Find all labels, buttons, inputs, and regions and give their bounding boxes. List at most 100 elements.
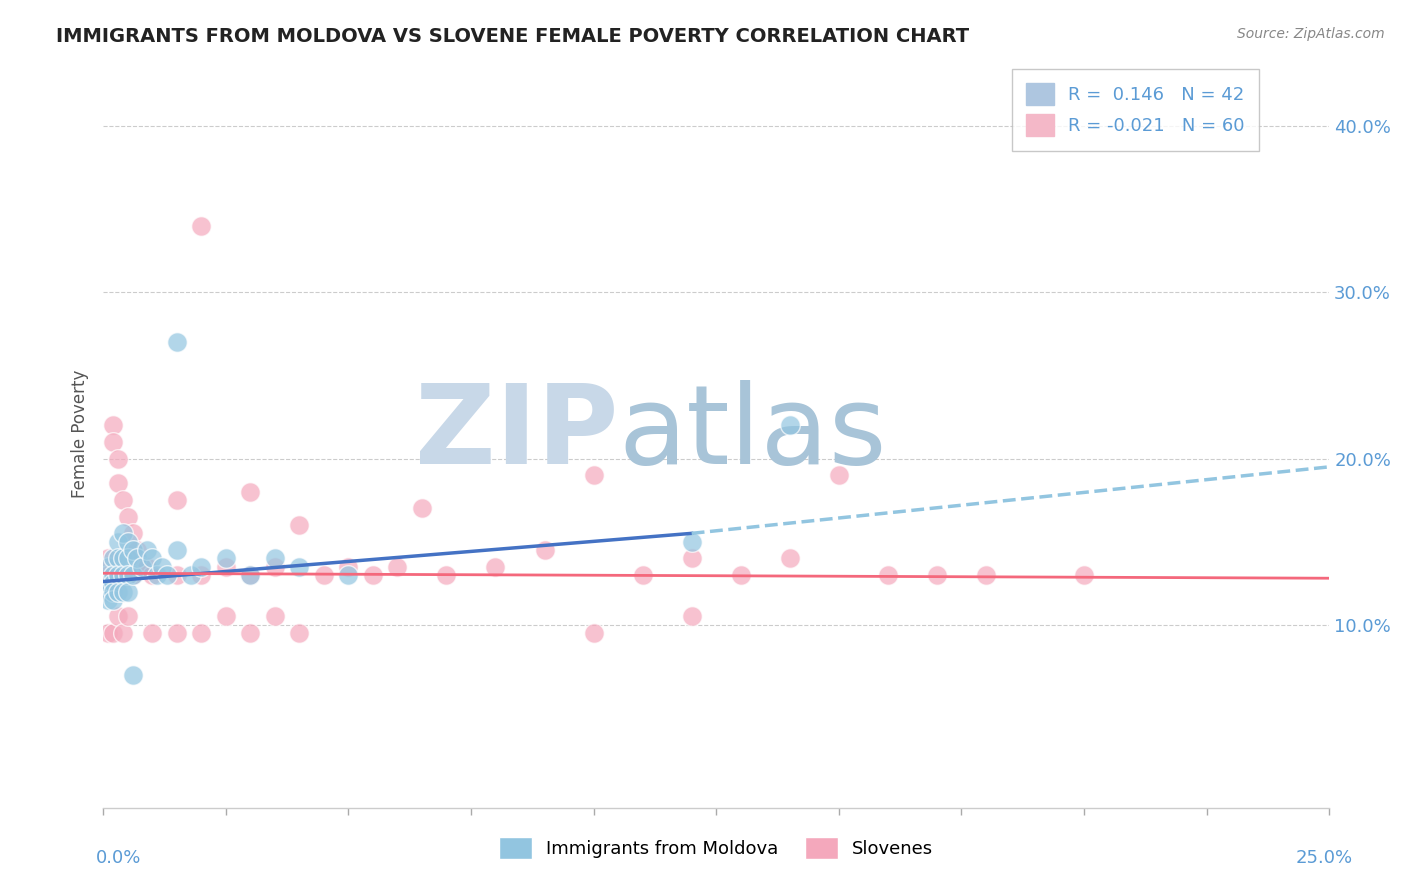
Point	[111, 568, 134, 582]
Text: atlas: atlas	[619, 380, 887, 487]
Point	[107, 568, 129, 582]
Point	[166, 626, 188, 640]
Point	[779, 418, 801, 433]
Point	[97, 559, 120, 574]
Point	[121, 667, 143, 681]
Point	[101, 418, 124, 433]
Point	[166, 568, 188, 582]
Point	[239, 568, 262, 582]
Point	[127, 543, 149, 558]
Point	[131, 559, 153, 574]
Point	[876, 568, 898, 582]
Point	[150, 559, 173, 574]
Point	[107, 568, 129, 582]
Point	[337, 568, 360, 582]
Text: 0.0%: 0.0%	[96, 849, 141, 867]
Point	[288, 626, 311, 640]
Point	[288, 518, 311, 533]
Legend: R =  0.146   N = 42, R = -0.021   N = 60: R = 0.146 N = 42, R = -0.021 N = 60	[1012, 69, 1258, 151]
Point	[117, 551, 139, 566]
Point	[166, 543, 188, 558]
Point	[97, 568, 120, 582]
Point	[117, 568, 139, 582]
Point	[436, 568, 458, 582]
Point	[239, 484, 262, 499]
Point	[146, 568, 169, 582]
Point	[101, 434, 124, 449]
Point	[312, 568, 335, 582]
Point	[111, 568, 134, 582]
Point	[263, 609, 285, 624]
Point	[117, 568, 139, 582]
Point	[101, 551, 124, 566]
Point	[101, 568, 124, 582]
Y-axis label: Female Poverty: Female Poverty	[72, 369, 89, 498]
Point	[111, 526, 134, 541]
Point	[97, 592, 120, 607]
Point	[107, 476, 129, 491]
Point	[141, 568, 163, 582]
Text: ZIP: ZIP	[415, 380, 619, 487]
Point	[107, 451, 129, 466]
Point	[97, 576, 120, 591]
Point	[141, 551, 163, 566]
Point	[101, 568, 124, 582]
Point	[101, 626, 124, 640]
Point	[111, 493, 134, 508]
Point	[263, 551, 285, 566]
Point	[411, 501, 433, 516]
Point	[107, 584, 129, 599]
Point	[97, 584, 120, 599]
Point	[215, 551, 238, 566]
Point	[779, 551, 801, 566]
Point	[166, 335, 188, 350]
Point	[730, 568, 752, 582]
Point	[111, 584, 134, 599]
Point	[681, 609, 703, 624]
Point	[387, 559, 409, 574]
Text: IMMIGRANTS FROM MOLDOVA VS SLOVENE FEMALE POVERTY CORRELATION CHART: IMMIGRANTS FROM MOLDOVA VS SLOVENE FEMAL…	[56, 27, 969, 45]
Point	[631, 568, 654, 582]
Point	[681, 534, 703, 549]
Point	[121, 568, 143, 582]
Point	[101, 592, 124, 607]
Point	[97, 626, 120, 640]
Point	[131, 559, 153, 574]
Point	[288, 559, 311, 574]
Point	[101, 576, 124, 591]
Point	[190, 568, 212, 582]
Point	[337, 559, 360, 574]
Point	[117, 584, 139, 599]
Point	[1073, 568, 1095, 582]
Point	[215, 559, 238, 574]
Point	[111, 551, 134, 566]
Point	[190, 559, 212, 574]
Point	[239, 568, 262, 582]
Point	[107, 609, 129, 624]
Point	[828, 468, 851, 483]
Point	[97, 584, 120, 599]
Point	[533, 543, 555, 558]
Point	[117, 609, 139, 624]
Point	[136, 559, 159, 574]
Point	[974, 568, 997, 582]
Text: 25.0%: 25.0%	[1295, 849, 1353, 867]
Point	[190, 219, 212, 233]
Point	[121, 568, 143, 582]
Point	[156, 568, 179, 582]
Point	[141, 626, 163, 640]
Point	[239, 626, 262, 640]
Point	[681, 551, 703, 566]
Point	[97, 551, 120, 566]
Point	[361, 568, 384, 582]
Point	[121, 526, 143, 541]
Point	[107, 551, 129, 566]
Point	[136, 543, 159, 558]
Point	[107, 534, 129, 549]
Point	[117, 509, 139, 524]
Point	[582, 468, 605, 483]
Point	[925, 568, 948, 582]
Point	[263, 559, 285, 574]
Point	[111, 626, 134, 640]
Point	[121, 543, 143, 558]
